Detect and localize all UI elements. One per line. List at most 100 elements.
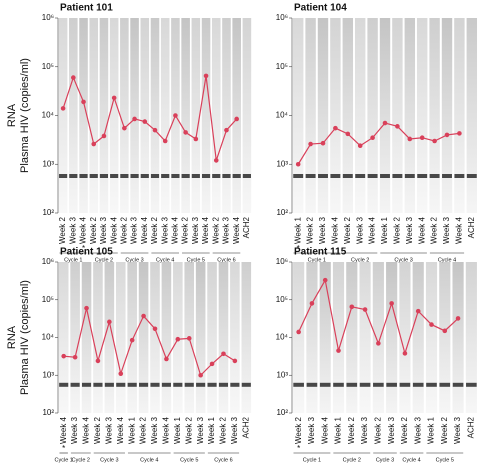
data-point: [142, 119, 148, 124]
data-point: [122, 125, 127, 131]
y-tick-label: 10⁵: [276, 295, 288, 304]
x-tick-label: Week 3: [130, 216, 139, 244]
data-point: [71, 75, 76, 80]
data-point: [336, 348, 341, 353]
x-tick-label: Week 2: [373, 416, 382, 444]
x-tick-label: Week 3: [307, 416, 316, 444]
x-tick-label: Week 3: [150, 416, 159, 444]
group-label: Cycle 3: [100, 457, 118, 463]
data-point: [224, 127, 229, 133]
x-tick-label: Week 4: [331, 216, 340, 244]
gel-band: [386, 382, 397, 387]
x-tick-label: Week 4: [109, 216, 118, 244]
x-tick-label: Week 2: [119, 216, 128, 244]
gel-lane: [93, 262, 103, 413]
gel-lane: [58, 262, 69, 413]
data-point: [444, 132, 450, 138]
x-tick-label: Week 4: [59, 416, 68, 444]
gel-band: [355, 174, 366, 178]
y-tick-label: 10⁵: [42, 295, 54, 304]
gel-lane: [359, 262, 371, 413]
gel-lane: [466, 18, 478, 213]
data-point: [221, 351, 226, 357]
data-point: [152, 127, 158, 133]
data-point: [141, 313, 146, 319]
gel-band: [342, 174, 353, 178]
x-tick-label: Week 2: [343, 216, 352, 244]
data-point: [183, 130, 188, 135]
gel-lane: [332, 262, 345, 413]
gel-lane: [465, 262, 477, 413]
gel-band: [150, 382, 160, 387]
gel-band: [116, 382, 126, 387]
data-point: [370, 135, 375, 141]
gel-lane: [130, 18, 139, 213]
gel-band: [318, 174, 328, 178]
x-tick-label: Week 2: [400, 416, 409, 444]
gel-band: [367, 174, 378, 178]
data-line: [63, 307, 236, 377]
gel-band: [104, 382, 114, 387]
y-axis-label: RNA: [6, 325, 18, 349]
gel-lane: [392, 18, 403, 213]
data-point: [101, 133, 107, 139]
y-tick-label: 10³: [42, 370, 54, 379]
data-point: [309, 301, 315, 306]
y-tick-label: 10²: [276, 408, 288, 417]
gel-band: [130, 174, 139, 178]
group-label: Cycle 3: [376, 457, 394, 463]
y-tick-label: 10⁴: [276, 111, 289, 120]
gel-band: [196, 382, 206, 387]
data-point: [91, 141, 97, 147]
gel-band: [59, 174, 68, 178]
gel-lane: [330, 18, 341, 213]
y-tick-label: 10³: [276, 159, 288, 168]
x-tick-label: Week 3: [387, 416, 396, 444]
x-tick-label: Week 4: [232, 216, 241, 244]
data-point: [382, 120, 388, 126]
x-tick-label: Week 2: [58, 216, 67, 244]
x-tick-label: Week 4: [417, 216, 426, 244]
group-label: Cycle 2: [95, 257, 113, 263]
data-point: [162, 138, 168, 144]
x-tick-label: Week 2: [347, 416, 356, 444]
x-tick-label: Week 2: [139, 416, 148, 444]
gel-lane: [399, 262, 411, 413]
gel-band: [79, 174, 88, 178]
gel-lane: [222, 18, 231, 213]
gel-lane: [342, 18, 354, 213]
gel-band: [69, 174, 78, 178]
x-tick-label: Week 2: [89, 216, 98, 244]
data-point: [349, 304, 355, 310]
x-tick-label: Week 2: [306, 216, 315, 244]
gel-lane: [319, 262, 331, 413]
gel-band: [242, 174, 251, 178]
data-point: [320, 140, 326, 146]
data-point: [193, 136, 199, 142]
gel-band: [232, 174, 241, 178]
chart-title: Patient 101: [60, 3, 113, 14]
gel-lane: [429, 18, 440, 213]
gel-band: [359, 382, 371, 387]
group-label: Cycle 3: [394, 257, 412, 263]
gel-lane: [230, 262, 240, 413]
data-point: [198, 372, 203, 378]
data-point: [455, 316, 461, 321]
data-point: [395, 124, 400, 129]
control-label: ACH2: [466, 416, 475, 438]
x-tick-label: Week 3: [360, 416, 369, 444]
gel-lane: [317, 18, 329, 213]
group-label: Cycle 5: [436, 457, 454, 463]
x-tick-label: Week 2: [219, 416, 228, 444]
annotation: *: [297, 244, 300, 253]
gel-lane: [150, 18, 160, 213]
gel-lane: [439, 262, 451, 413]
data-point: [95, 358, 101, 364]
gel-band: [319, 382, 331, 387]
panel: Patient 115 10² 10³ 10⁴ 10⁵ 10⁶ Week 2 Week 3 We…: [276, 247, 477, 463]
x-tick-label: Week 4: [201, 216, 210, 244]
data-point: [152, 326, 158, 332]
group-label: Cycle 4: [438, 257, 456, 263]
